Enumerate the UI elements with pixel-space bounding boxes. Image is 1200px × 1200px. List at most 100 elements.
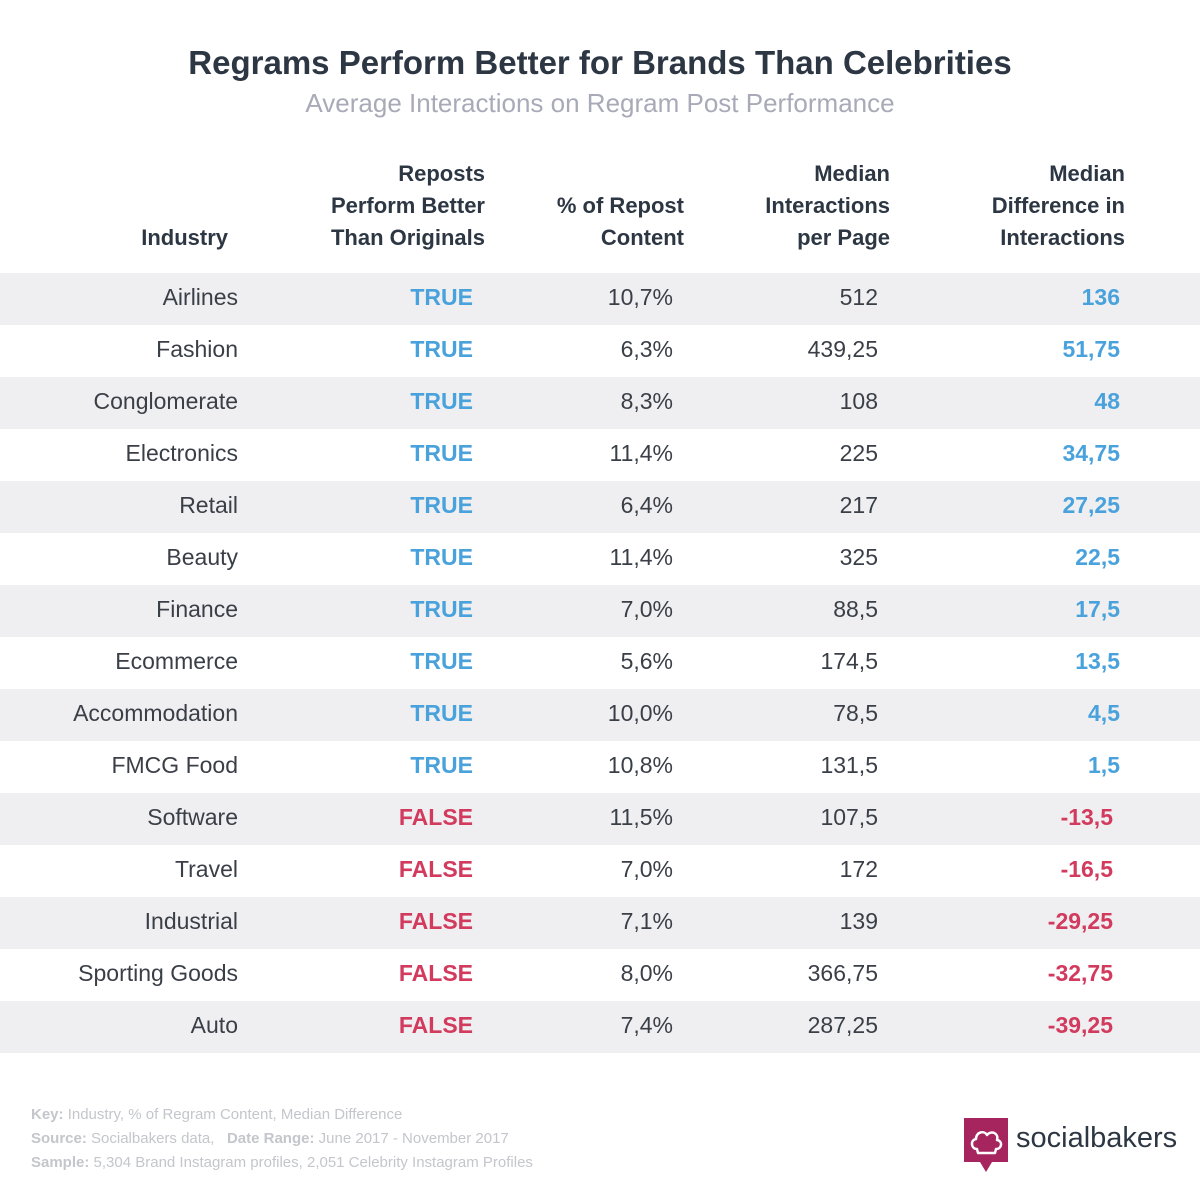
- performance-flag: TRUE: [410, 700, 473, 726]
- median-difference-cell: 13,5: [1075, 648, 1120, 674]
- industry-cell: Conglomerate: [93, 388, 238, 414]
- median-interactions-cell: 287,25: [807, 1012, 878, 1038]
- footer-source: Source: Socialbakers data, Date Range: J…: [31, 1130, 509, 1147]
- industry-cell: Travel: [174, 856, 238, 882]
- median-difference-cell: 4,5: [1088, 700, 1120, 726]
- median-interactions-cell: 131,5: [820, 752, 878, 778]
- column-header-line: Difference in: [991, 193, 1125, 218]
- performance-flag: FALSE: [398, 908, 473, 934]
- median-interactions-cell: 325: [839, 544, 878, 570]
- repost-percent-cell: 10,7%: [607, 284, 673, 310]
- median-interactions-cell: 439,25: [807, 336, 878, 362]
- industry-cell: Accommodation: [73, 700, 238, 726]
- median-interactions-cell: 366,75: [807, 960, 878, 986]
- footer-sample: Sample: 5,304 Brand Instagram profiles, …: [31, 1154, 533, 1171]
- performance-flag: TRUE: [410, 388, 473, 414]
- industry-cell: Auto: [190, 1012, 238, 1038]
- repost-percent-cell: 7,0%: [620, 856, 673, 882]
- median-difference-cell: 34,75: [1062, 440, 1120, 466]
- industry-cell: Fashion: [156, 336, 238, 362]
- median-interactions-cell: 174,5: [820, 648, 878, 674]
- median-interactions-cell: 217: [839, 492, 878, 518]
- column-header-line: Perform Better: [330, 193, 485, 218]
- performance-flag: FALSE: [398, 1012, 473, 1038]
- table-row: FMCG Food TRUE 10,8% 131,5 1,5: [0, 741, 1200, 793]
- median-interactions-cell: 108: [839, 388, 878, 414]
- median-difference-cell: 17,5: [1075, 596, 1120, 622]
- performance-flag: TRUE: [410, 284, 473, 310]
- performance-flag: FALSE: [398, 960, 473, 986]
- column-header-line: % of Repost: [556, 193, 684, 218]
- column-header-line: per Page: [797, 225, 890, 250]
- median-interactions-cell: 139: [839, 908, 878, 934]
- industry-cell: Ecommerce: [115, 648, 238, 674]
- table-row: Auto FALSE 7,4% 287,25 -39,25: [0, 1001, 1200, 1053]
- table-row: Ecommerce TRUE 5,6% 174,5 13,5: [0, 637, 1200, 689]
- median-interactions-cell: 107,5: [820, 804, 878, 830]
- column-header-line: Than Originals: [330, 225, 485, 250]
- median-difference-cell: 22,5: [1075, 544, 1120, 570]
- performance-flag: TRUE: [410, 440, 473, 466]
- table-row: Travel FALSE 7,0% 172 -16,5: [0, 845, 1200, 897]
- table-row: Accommodation TRUE 10,0% 78,5 4,5: [0, 689, 1200, 741]
- chef-hat-icon: [964, 1118, 1008, 1179]
- performance-flag: TRUE: [410, 492, 473, 518]
- column-header: Industry: [141, 222, 228, 254]
- footer-notes: Key: Industry, % of Regram Content, Medi…: [31, 1103, 533, 1175]
- median-interactions-cell: 172: [839, 856, 878, 882]
- performance-flag: TRUE: [410, 336, 473, 362]
- performance-flag: TRUE: [410, 752, 473, 778]
- repost-percent-cell: 6,3%: [620, 336, 673, 362]
- column-header: % of Repost Content: [557, 190, 684, 254]
- table-body: Airlines TRUE 10,7% 512 136 Fashion TRUE 6,3% 43…: [0, 273, 1200, 1053]
- column-header-line: Interactions: [1000, 225, 1125, 250]
- repost-percent-cell: 11,4%: [609, 440, 673, 466]
- repost-percent-cell: 6,4%: [620, 492, 673, 518]
- industry-cell: Industrial: [144, 908, 238, 934]
- industry-cell: Finance: [156, 596, 238, 622]
- repost-percent-cell: 8,3%: [620, 388, 673, 414]
- column-header-line: Reposts: [398, 161, 485, 186]
- performance-flag: TRUE: [410, 596, 473, 622]
- median-difference-cell: 136: [1081, 284, 1120, 310]
- column-header-line: Content: [600, 225, 684, 250]
- repost-percent-cell: 11,4%: [609, 544, 673, 570]
- table-row: Industrial FALSE 7,1% 139 -29,25: [0, 897, 1200, 949]
- median-difference-cell: 51,75: [1062, 336, 1120, 362]
- performance-flag: FALSE: [398, 856, 473, 882]
- median-difference-cell: -29,25: [1047, 908, 1113, 934]
- table-row: Software FALSE 11,5% 107,5 -13,5: [0, 793, 1200, 845]
- median-difference-cell: -39,25: [1047, 1012, 1113, 1038]
- industry-cell: Software: [147, 804, 238, 830]
- repost-percent-cell: 11,5%: [609, 804, 673, 830]
- table-row: Fashion TRUE 6,3% 439,25 51,75: [0, 325, 1200, 377]
- table-row: Beauty TRUE 11,4% 325 22,5: [0, 533, 1200, 585]
- column-header-line: Industry: [141, 225, 228, 250]
- median-interactions-cell: 512: [839, 284, 878, 310]
- footer-key: Key: Industry, % of Regram Content, Medi…: [31, 1106, 403, 1123]
- column-header-line: Interactions: [765, 193, 890, 218]
- median-difference-cell: -32,75: [1047, 960, 1113, 986]
- logo-text: socialbakers: [1016, 1122, 1178, 1154]
- performance-flag: TRUE: [410, 648, 473, 674]
- column-header-line: Median: [1049, 161, 1125, 186]
- median-difference-cell: 48: [1094, 388, 1120, 414]
- performance-flag: FALSE: [398, 804, 473, 830]
- chart-subtitle: Average Interactions on Regram Post Perf…: [305, 88, 895, 118]
- table-row: Finance TRUE 7,0% 88,5 17,5: [0, 585, 1200, 637]
- performance-flag: TRUE: [410, 544, 473, 570]
- industry-cell: FMCG Food: [111, 752, 238, 778]
- repost-percent-cell: 8,0%: [620, 960, 673, 986]
- repost-percent-cell: 5,6%: [620, 648, 673, 674]
- industry-cell: Beauty: [166, 544, 238, 570]
- repost-percent-cell: 10,8%: [607, 752, 673, 778]
- median-difference-cell: -13,5: [1060, 804, 1113, 830]
- table-row: Sporting Goods FALSE 8,0% 366,75 -32,75: [0, 949, 1200, 1001]
- median-difference-cell: 1,5: [1088, 752, 1120, 778]
- column-header: Reposts Perform Better Than Originals: [331, 158, 485, 254]
- repost-percent-cell: 7,1%: [620, 908, 673, 934]
- industry-cell: Electronics: [125, 440, 238, 466]
- median-difference-cell: 27,25: [1062, 492, 1120, 518]
- repost-percent-cell: 7,4%: [620, 1012, 673, 1038]
- chart-title: Regrams Perform Better for Brands Than C…: [188, 44, 1012, 81]
